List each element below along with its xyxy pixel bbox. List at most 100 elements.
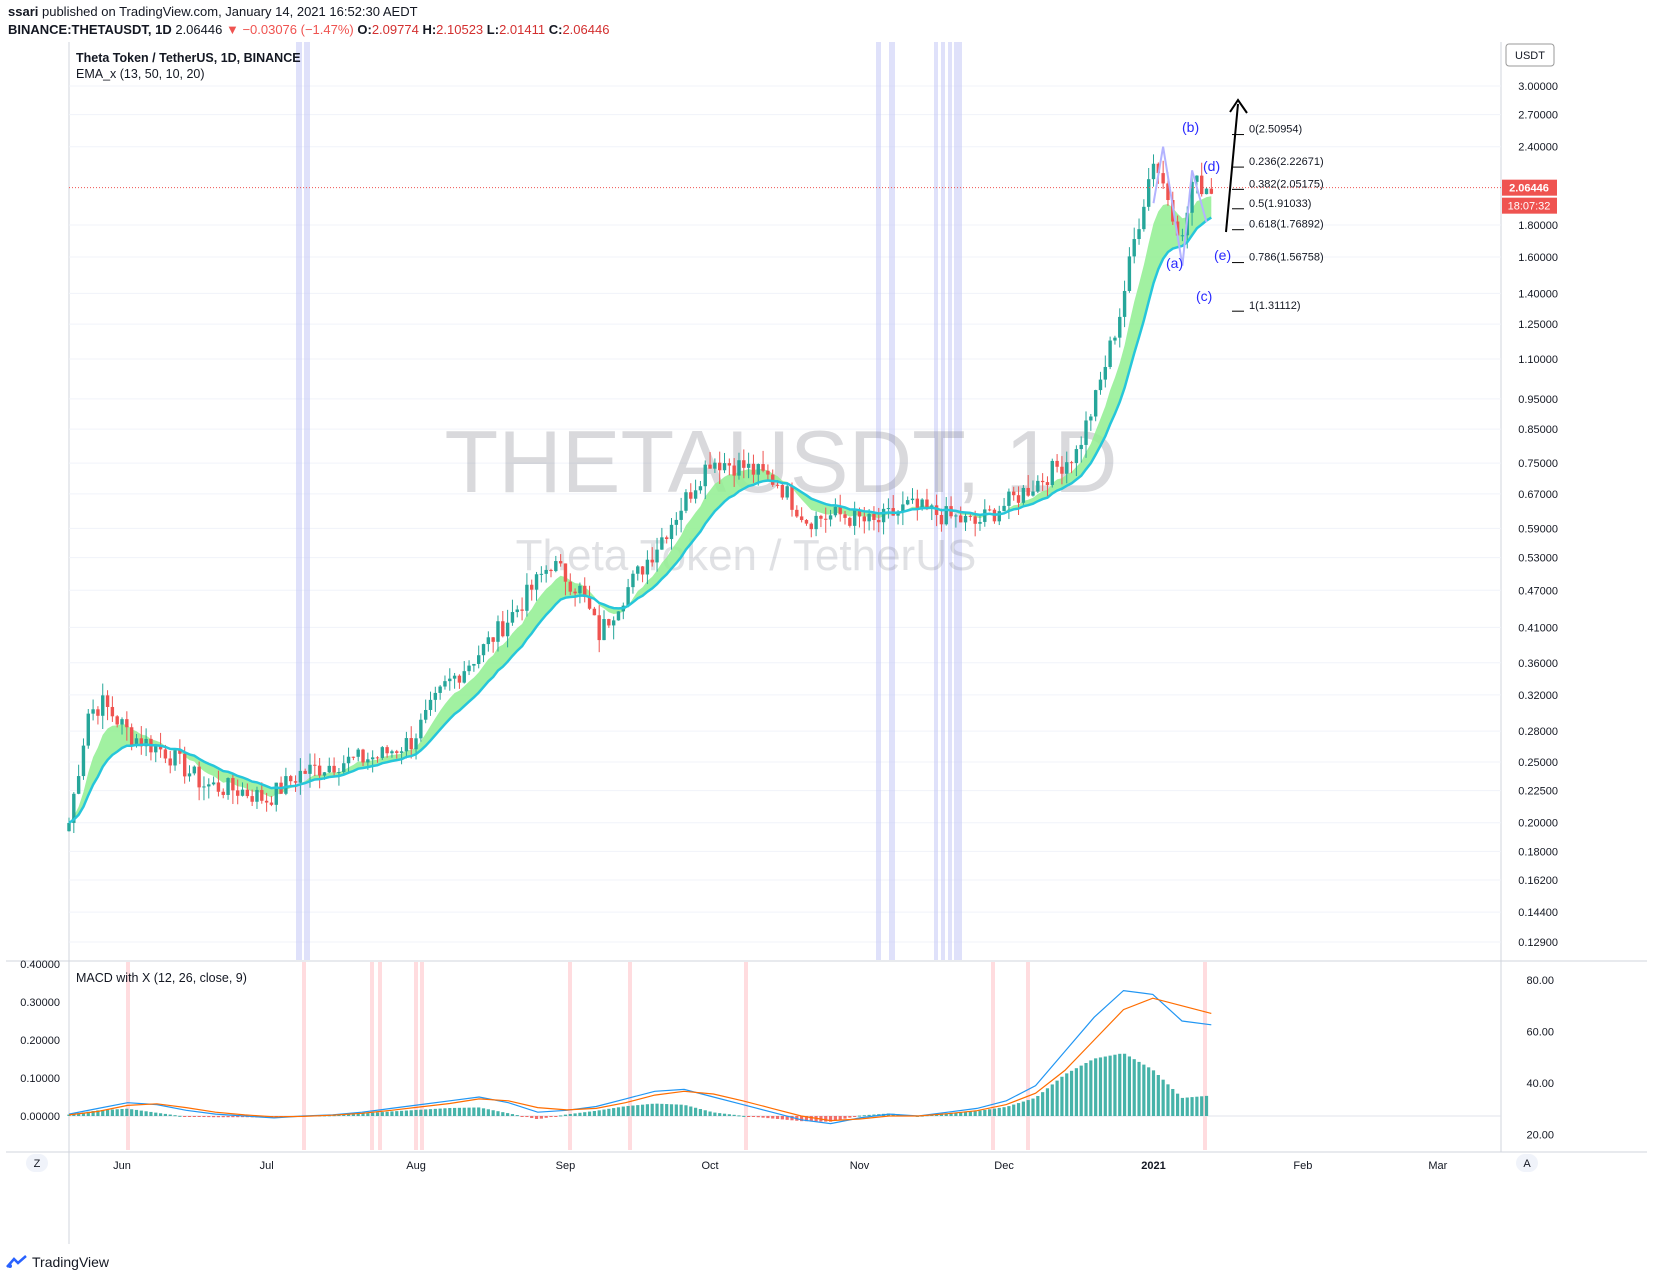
macd-histogram-bar (173, 1115, 177, 1117)
macd-histogram-bar (1002, 1107, 1006, 1116)
macd-histogram-bar (351, 1114, 355, 1116)
price-tick-label: 0.12900 (1518, 937, 1558, 949)
macd-histogram-bar (453, 1107, 457, 1116)
macd-histogram-bar (694, 1107, 698, 1116)
candle-body (530, 584, 534, 590)
candle-body (346, 756, 351, 764)
candle-body (399, 751, 404, 753)
candle-body (452, 675, 457, 679)
macd-histogram-bar (751, 1116, 756, 1117)
candle-body (983, 509, 987, 522)
macd-histogram-bar (872, 1114, 876, 1116)
macd-histogram-bar (607, 1108, 611, 1116)
candle-body (351, 756, 356, 758)
candle-body (293, 781, 298, 783)
candle-body (534, 574, 539, 590)
candle-body (679, 510, 683, 520)
candle-body (390, 751, 394, 754)
candle-body (317, 765, 322, 776)
candle-body (322, 772, 327, 776)
candle-body (819, 515, 823, 519)
macd-histogram-bar (559, 1115, 563, 1117)
wave-label: (b) (1182, 119, 1199, 135)
macd-right-tick-label: 20.00 (1526, 1130, 1554, 1142)
macd-histogram-bar (1132, 1059, 1136, 1116)
macd-histogram-bar (472, 1107, 476, 1116)
tradingview-brand[interactable]: TradingView (6, 1254, 109, 1270)
candle-body (481, 644, 486, 656)
candle-body (163, 749, 168, 759)
macd-histogram-bar (197, 1116, 201, 1117)
macd-histogram-bar (708, 1111, 712, 1116)
macd-histogram-bar (366, 1113, 370, 1116)
macd-histogram-bar (457, 1107, 462, 1116)
macd-histogram-bar (761, 1116, 765, 1118)
candle-body (1031, 491, 1035, 496)
candle-body (655, 549, 659, 563)
candle-body (505, 622, 510, 637)
candle-body (1142, 206, 1146, 230)
signal-highlight-band (889, 42, 895, 960)
macd-histogram-bar (737, 1115, 741, 1117)
candle-body (872, 513, 876, 520)
macd-histogram-bar (356, 1113, 360, 1116)
candle-body (370, 757, 375, 760)
macd-tick-label: 0.40000 (20, 959, 60, 971)
macd-histogram-bar (139, 1110, 143, 1116)
candle-body (486, 637, 491, 645)
time-tick-label: Aug (406, 1160, 426, 1172)
symbol-label[interactable]: BINANCE:THETAUSDT, 1D (8, 22, 172, 37)
macd-histogram-bar (828, 1116, 833, 1122)
candle-body (139, 738, 143, 747)
candle-body (211, 782, 216, 785)
publisher-name[interactable]: ssari (8, 4, 39, 19)
macd-histogram-bar (1012, 1104, 1016, 1116)
candle-body (332, 765, 336, 773)
macd-histogram-bar (949, 1112, 953, 1116)
macd-histogram-bar (742, 1115, 746, 1117)
price-tick-label: 0.41000 (1518, 622, 1558, 634)
macd-histogram-bar (390, 1111, 394, 1116)
macd-histogram-bar (1021, 1101, 1025, 1116)
candle-body (250, 796, 254, 802)
macd-histogram-bar (72, 1113, 76, 1116)
price-change: −0.03076 (−1.47%) (242, 22, 354, 37)
candle-body (303, 770, 307, 774)
candle-body (308, 764, 312, 774)
macd-legend: MACD with X (12, 26, close, 9) (76, 971, 247, 985)
macd-histogram-bar (1108, 1055, 1112, 1116)
candle-body (828, 515, 833, 520)
time-tick-label: Sep (556, 1160, 576, 1172)
wave-label: (c) (1196, 288, 1212, 304)
candle-body (578, 585, 582, 594)
candle-body (795, 509, 799, 517)
macd-histogram-bar (973, 1111, 977, 1116)
macd-histogram-bar (848, 1116, 852, 1118)
wave-path (1152, 146, 1208, 266)
macd-highlight-band (414, 962, 418, 1150)
macd-histogram-bar (125, 1108, 129, 1116)
candle-body (101, 695, 105, 716)
candle-body (959, 515, 963, 523)
macd-highlight-band (378, 962, 382, 1150)
candle-body (766, 470, 770, 475)
macd-histogram-bar (1161, 1079, 1165, 1116)
close-value: 2.06446 (562, 22, 610, 37)
candle-body (901, 504, 905, 512)
candle-body (298, 770, 303, 783)
macd-histogram-bar (1200, 1096, 1204, 1116)
macd-histogram-bar (385, 1111, 389, 1116)
close-label: C: (548, 22, 563, 37)
candle-body (86, 713, 90, 746)
candle-body (361, 749, 365, 763)
macd-histogram-bar (988, 1109, 992, 1116)
macd-histogram-bar (997, 1107, 1001, 1116)
candle-body (1098, 379, 1103, 391)
macd-histogram-bar (525, 1116, 529, 1118)
candle-body (833, 506, 838, 516)
macd-histogram-bar (375, 1112, 380, 1116)
ema-slow-line (68, 216, 1212, 824)
macd-histogram-bar (1094, 1058, 1098, 1116)
macd-highlight-band (370, 962, 374, 1150)
